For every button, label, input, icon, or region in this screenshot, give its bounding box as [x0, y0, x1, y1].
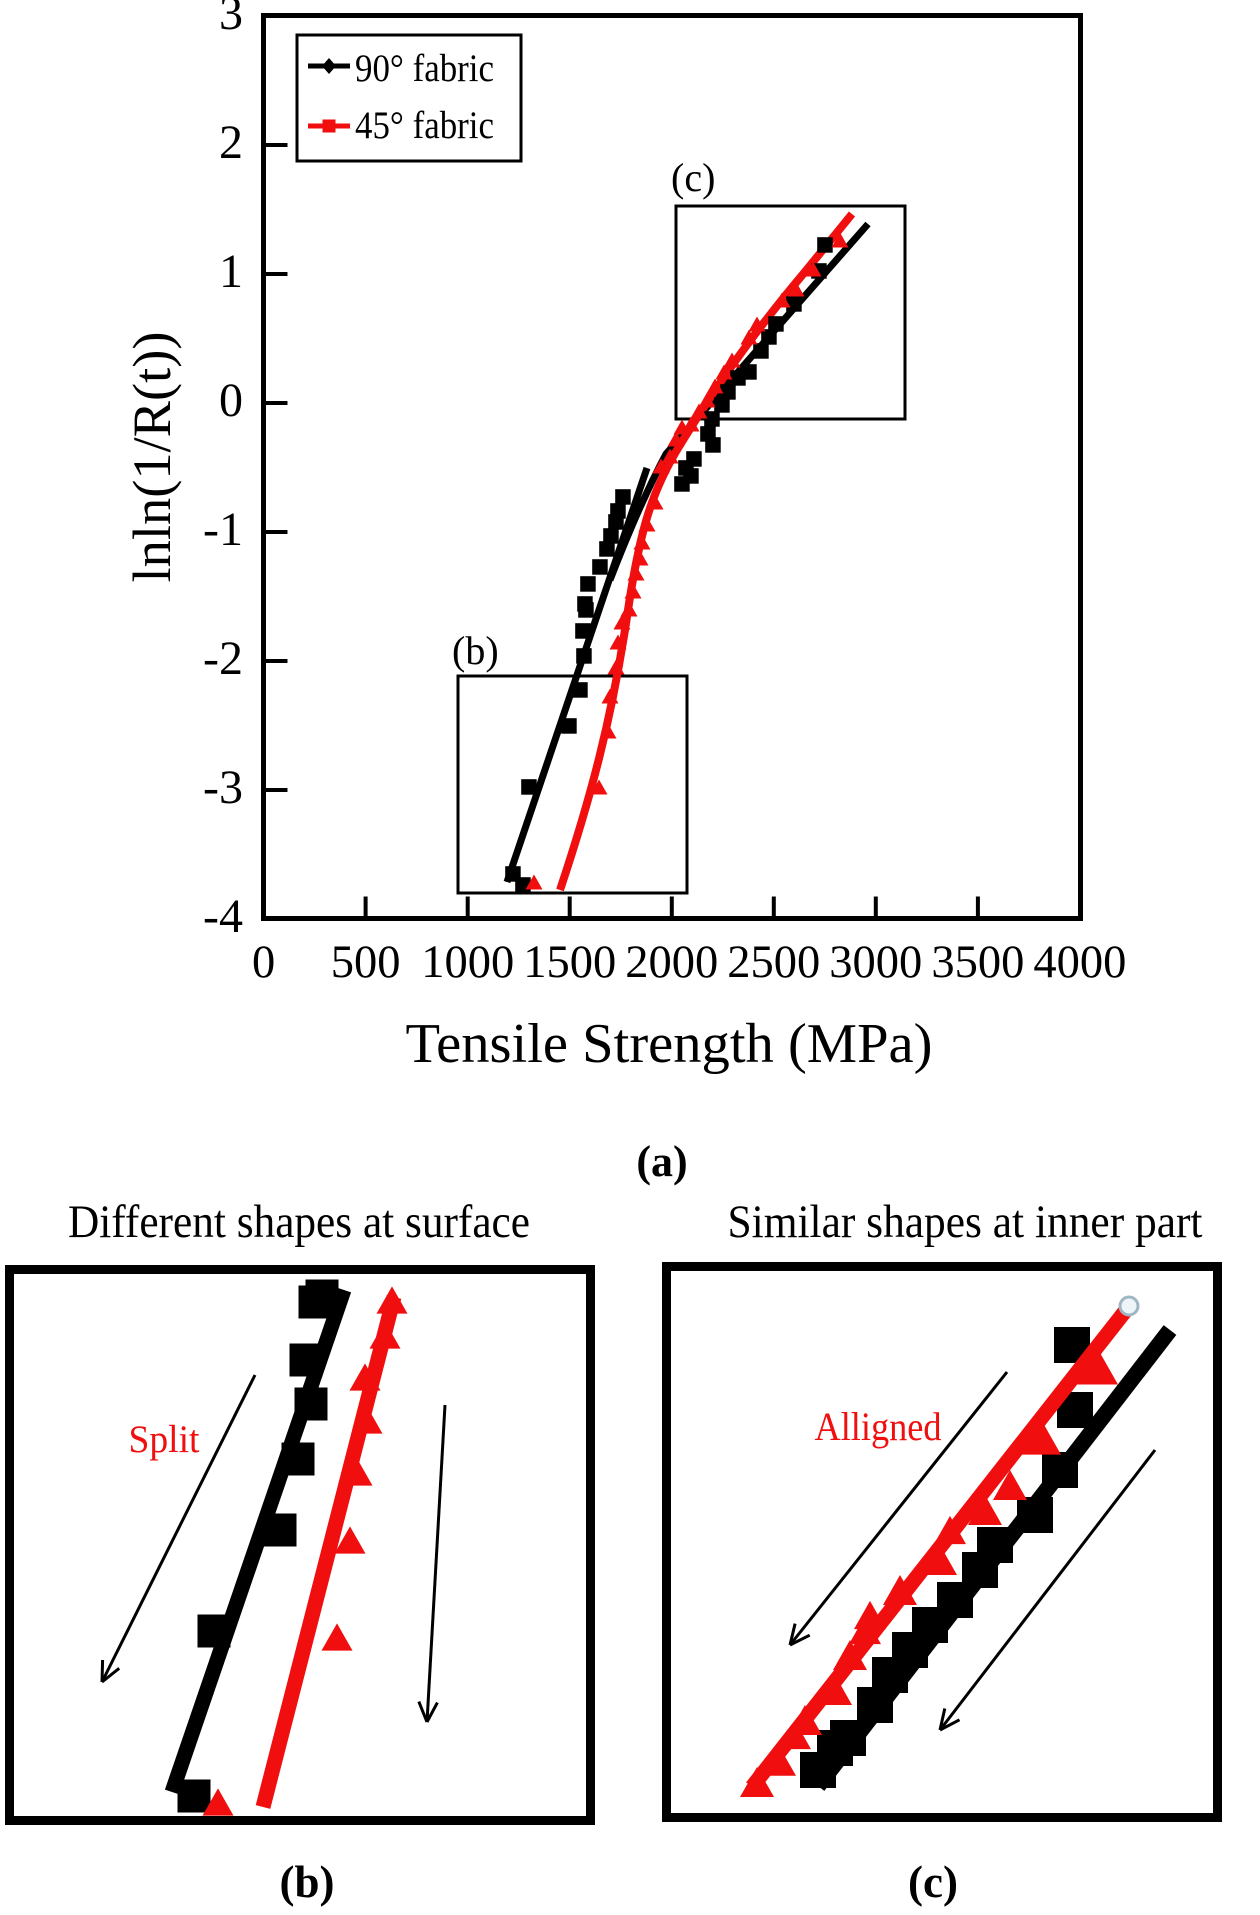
svg-text:Split: Split — [129, 1418, 200, 1461]
svg-text:lnln(1/R(t)): lnln(1/R(t)) — [122, 332, 182, 583]
svg-text:3500: 3500 — [931, 937, 1024, 988]
svg-text:-1: -1 — [203, 503, 243, 556]
svg-text:-3: -3 — [203, 761, 243, 814]
svg-text:2000: 2000 — [625, 937, 718, 988]
svg-text:Similar shapes at inner part: Similar shapes at inner part — [728, 1196, 1203, 1248]
svg-text:2500: 2500 — [727, 937, 820, 988]
svg-text:1500: 1500 — [523, 937, 616, 988]
svg-text:-2: -2 — [203, 632, 243, 685]
svg-text:(b): (b) — [452, 628, 499, 673]
svg-text:2: 2 — [219, 116, 243, 169]
svg-text:Different shapes at surface: Different shapes at surface — [68, 1196, 530, 1248]
svg-text:Alligned: Alligned — [815, 1404, 942, 1449]
svg-text:45° fabric: 45° fabric — [355, 104, 494, 147]
svg-text:Tensile Strength (MPa): Tensile Strength (MPa) — [406, 1013, 933, 1075]
svg-text:4000: 4000 — [1033, 937, 1126, 988]
svg-text:0: 0 — [219, 374, 243, 427]
svg-text:0: 0 — [252, 937, 275, 988]
svg-text:3: 3 — [219, 0, 243, 40]
svg-text:(b): (b) — [280, 1857, 335, 1907]
svg-text:(c): (c) — [671, 155, 715, 200]
svg-text:500: 500 — [331, 937, 401, 988]
svg-text:1000: 1000 — [421, 937, 514, 988]
svg-text:-4: -4 — [203, 890, 243, 943]
svg-text:(a): (a) — [636, 1137, 687, 1186]
svg-text:90° fabric: 90° fabric — [355, 47, 494, 90]
svg-text:3000: 3000 — [829, 937, 922, 988]
svg-text:(c): (c) — [908, 1857, 958, 1907]
svg-text:1: 1 — [219, 245, 243, 298]
